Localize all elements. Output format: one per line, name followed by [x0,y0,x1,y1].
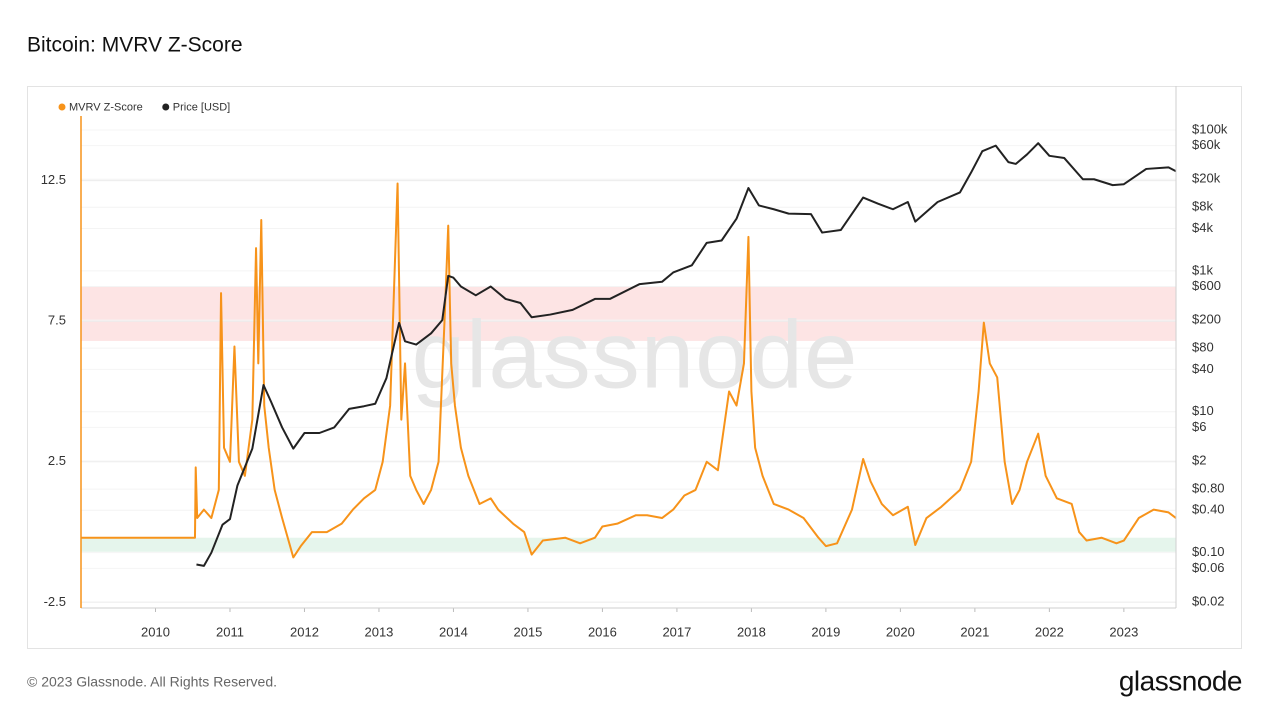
x-tick-label: 2013 [364,624,393,639]
x-tick-label: 2011 [216,624,244,639]
y2-tick-label: $2 [1192,452,1206,467]
x-tick-label: 2012 [290,624,319,639]
x-tick-label: 2014 [439,624,468,639]
chart-title: Bitcoin: MVRV Z-Score [27,34,243,57]
legend-label: Price [USD] [173,101,230,113]
y-tick-label: 7.5 [48,313,66,328]
y2-tick-label: $0.40 [1192,502,1225,517]
y2-tick-label: $100k [1192,121,1228,136]
legend-label: MVRV Z-Score [69,101,143,113]
y2-tick-label: $6 [1192,419,1206,434]
logo: glassnode [1119,665,1242,696]
y2-tick-label: $4k [1192,220,1213,235]
y2-tick-label: $0.02 [1192,593,1225,608]
y2-tick-label: $8k [1192,199,1213,214]
y2-tick-label: $0.10 [1192,544,1225,559]
y2-tick-label: $0.80 [1192,481,1225,496]
x-tick-label: 2018 [737,624,766,639]
zone-band [81,537,1176,552]
series-line [81,182,1177,559]
footer: © 2023 Glassnode. All Rights Reserved. [27,674,277,690]
x-tick-label: 2022 [1035,624,1064,639]
series-line [196,142,1177,567]
y2-tick-label: $1k [1192,262,1213,277]
y2-tick-label: $20k [1192,171,1221,186]
y2-tick-label: $60k [1192,137,1221,152]
legend-marker [58,103,66,111]
legend-marker [162,103,170,111]
y2-tick-label: $80 [1192,340,1214,355]
y-tick-label: -2.5 [44,594,66,609]
y-tick-label: 12.5 [41,172,66,187]
x-tick-label: 2010 [141,624,170,639]
x-tick-label: 2020 [886,624,915,639]
y2-tick-label: $200 [1192,312,1221,327]
y2-tick-label: $40 [1192,361,1214,376]
y2-tick-label: $10 [1192,403,1214,418]
x-tick-label: 2023 [1109,624,1138,639]
x-tick-label: 2015 [513,624,542,639]
y2-tick-label: $0.06 [1192,560,1225,575]
x-tick-label: 2021 [960,624,989,639]
x-tick-label: 2017 [662,624,691,639]
x-tick-label: 2016 [588,624,617,639]
x-tick-label: 2019 [811,624,840,639]
y-tick-label: 2.5 [48,453,66,468]
y2-tick-label: $600 [1192,278,1221,293]
watermark: glassnode [412,301,859,408]
